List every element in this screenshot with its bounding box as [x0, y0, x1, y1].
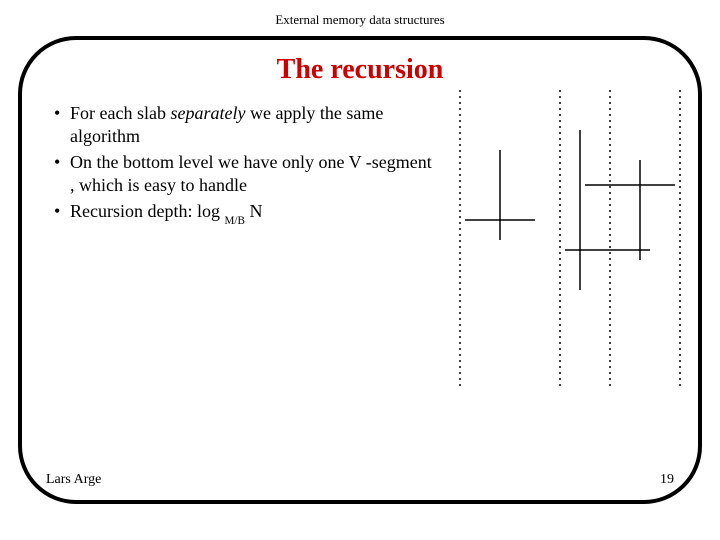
- bullet-list: For each slab separately we apply the sa…: [52, 102, 432, 231]
- footer-page-number: 19: [660, 472, 674, 488]
- footer-author: Lars Arge: [46, 472, 101, 488]
- bullet-item: On the bottom level we have only one V -…: [52, 151, 432, 196]
- bullet-item: Recursion depth: log M/B N: [52, 200, 432, 227]
- slide-header: External memory data structures: [0, 12, 720, 28]
- recursion-diagram: [440, 90, 690, 390]
- bullet-item: For each slab separately we apply the sa…: [52, 102, 432, 147]
- slide-frame: The recursion For each slab separately w…: [18, 36, 702, 504]
- slide-title: The recursion: [22, 54, 698, 86]
